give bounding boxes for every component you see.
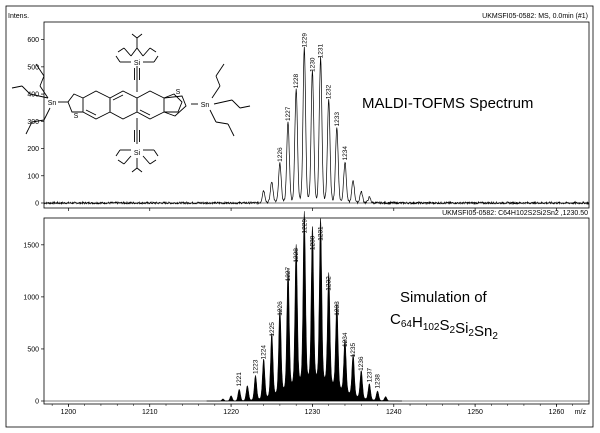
- x-tick-label: 1220: [223, 409, 239, 416]
- si-atom-bottom: Si: [134, 150, 141, 157]
- peak-label: 1228: [293, 248, 300, 263]
- peak-label: 1232: [326, 276, 333, 291]
- measured-spectrum-line: [43, 46, 590, 206]
- bottom-panel: UKMSFI05-0582: C64H102S2Si2Sn2 ,1230.50 …: [23, 210, 590, 406]
- peak-label: 1225: [269, 322, 276, 337]
- bottom-annotation-line1: Simulation of: [400, 289, 488, 306]
- peak-label: 1234: [342, 332, 349, 347]
- top-header: UKMSFI05-0582: MS, 0.0min (#1): [482, 13, 588, 20]
- x-axis: 1200 1210 1220 1230 1240 1250 1260: [51, 208, 573, 416]
- molecular-formula: C64H102S2Si2Sn2: [390, 311, 498, 342]
- figure-frame: [5, 5, 594, 428]
- x-tick-label: 1210: [142, 409, 158, 416]
- x-axis-unit: m/z: [575, 409, 587, 416]
- peak-label: 1227: [285, 106, 292, 121]
- sn-atom-left: Sn: [48, 100, 57, 107]
- simulated-envelope: [206, 211, 402, 402]
- peak-label: 1229: [301, 33, 308, 48]
- peak-label: 1238: [375, 374, 382, 389]
- peak-label: 1232: [326, 84, 333, 99]
- bottom-plot-area: [43, 217, 590, 405]
- molecule-structure: Si Si Sn Sn S S: [11, 33, 251, 173]
- peak-label: 1229: [301, 219, 308, 234]
- top-plot-area: [43, 21, 590, 209]
- simulated-isotope-pattern: [44, 211, 589, 402]
- y-tick-label: 500: [27, 346, 39, 353]
- x-tick-label: 1200: [61, 409, 77, 416]
- peak-label: 1221: [236, 372, 243, 387]
- s-atom-right: S: [176, 89, 181, 96]
- measured-trace: [43, 46, 590, 206]
- y-tick-label: 600: [27, 37, 39, 44]
- peak-label: 1226: [277, 301, 284, 316]
- s-atom-left: S: [74, 113, 79, 120]
- y-tick-label: 0: [35, 201, 39, 208]
- bottom-y-axis: 0 500 1000 1500: [23, 242, 44, 406]
- top-annotation: MALDI-TOFMS Spectrum: [362, 95, 533, 112]
- top-panel: Intens. UKMSFI05-0582: MS, 0.0min (#1) M…: [8, 13, 590, 209]
- peak-label: 1231: [318, 226, 325, 241]
- peak-label: 1236: [358, 356, 365, 371]
- x-tick-label: 1250: [467, 409, 483, 416]
- peak-label: 1234: [342, 146, 349, 161]
- x-tick-label: 1240: [386, 409, 402, 416]
- bottom-header: UKMSFI05-0582: C64H102S2Si2Sn2 ,1230.50: [442, 210, 588, 217]
- sn-atom-right: Sn: [201, 102, 210, 109]
- peak-label: 1235: [350, 343, 357, 358]
- peak-label: 1233: [334, 112, 341, 127]
- x-tick-label: 1260: [549, 409, 565, 416]
- y-tick-label: 300: [27, 119, 39, 126]
- x-tick-label: 1230: [305, 409, 321, 416]
- y-tick-label: 100: [27, 173, 39, 180]
- peak-label: 1230: [309, 57, 316, 72]
- peak-label: 1230: [309, 235, 316, 250]
- peak-label: 1227: [285, 267, 292, 282]
- y-tick-label: 1000: [23, 294, 39, 301]
- y-tick-label: 500: [27, 64, 39, 71]
- y-tick-label: 0: [35, 399, 39, 406]
- peak-label: 1233: [334, 301, 341, 316]
- si-atom-top: Si: [134, 60, 141, 67]
- y-tick-label: 1500: [23, 242, 39, 249]
- peak-label: 1224: [261, 345, 268, 360]
- peak-label: 1231: [318, 44, 325, 59]
- peak-label: 1226: [277, 147, 284, 162]
- peak-label: 1228: [293, 74, 300, 89]
- peak-label: 1223: [252, 359, 259, 374]
- y-tick-label: 200: [27, 146, 39, 153]
- peak-label: 1237: [366, 368, 373, 383]
- y-axis-label: Intens.: [8, 13, 29, 20]
